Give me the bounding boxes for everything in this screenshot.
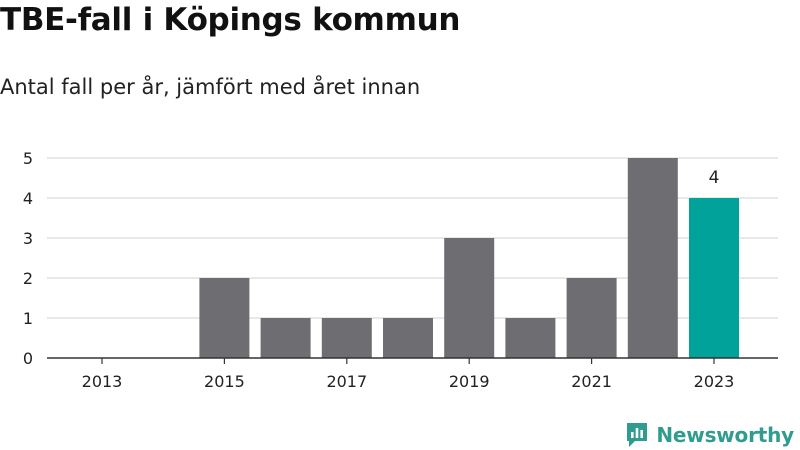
y-tick-label: 4 [23,189,33,208]
bar-2016 [260,318,311,358]
bar-2023 [689,198,739,358]
bar-2018 [383,318,433,358]
brand-logo: Newsworthy [625,421,794,449]
x-tick-label: 2019 [449,372,490,391]
y-tick-label: 0 [23,349,33,368]
y-axis-ticks: 0 1 2 3 4 5 [23,149,33,368]
bars [199,158,739,358]
brand-name: Newsworthy [656,423,794,447]
y-tick-label: 5 [23,149,33,168]
bar-2020 [505,318,556,358]
x-tick-label: 2017 [326,372,367,391]
x-tick-label: 2013 [82,372,123,391]
data-label: 4 [709,168,720,188]
bar-2022 [627,158,678,358]
bar-2017 [321,318,372,358]
x-axis-ticks: 2013 2015 2017 2019 2021 2023 [82,358,735,391]
bar-2015 [199,278,250,358]
bar-2021 [566,278,617,358]
y-tick-label: 2 [23,269,33,288]
x-tick-label: 2021 [571,372,612,391]
newsworthy-logo-icon [627,423,648,447]
x-tick-label: 2023 [694,372,735,391]
x-tick-label: 2015 [204,372,245,391]
y-tick-label: 1 [23,309,33,328]
bar-2019 [444,238,495,358]
data-labels: 4 [709,168,720,188]
y-tick-label: 3 [23,229,33,248]
chart-title: TBE-fall i Köpings kommun [0,2,461,38]
chart-subtitle: Antal fall per år, jämfört med året inna… [0,75,421,99]
